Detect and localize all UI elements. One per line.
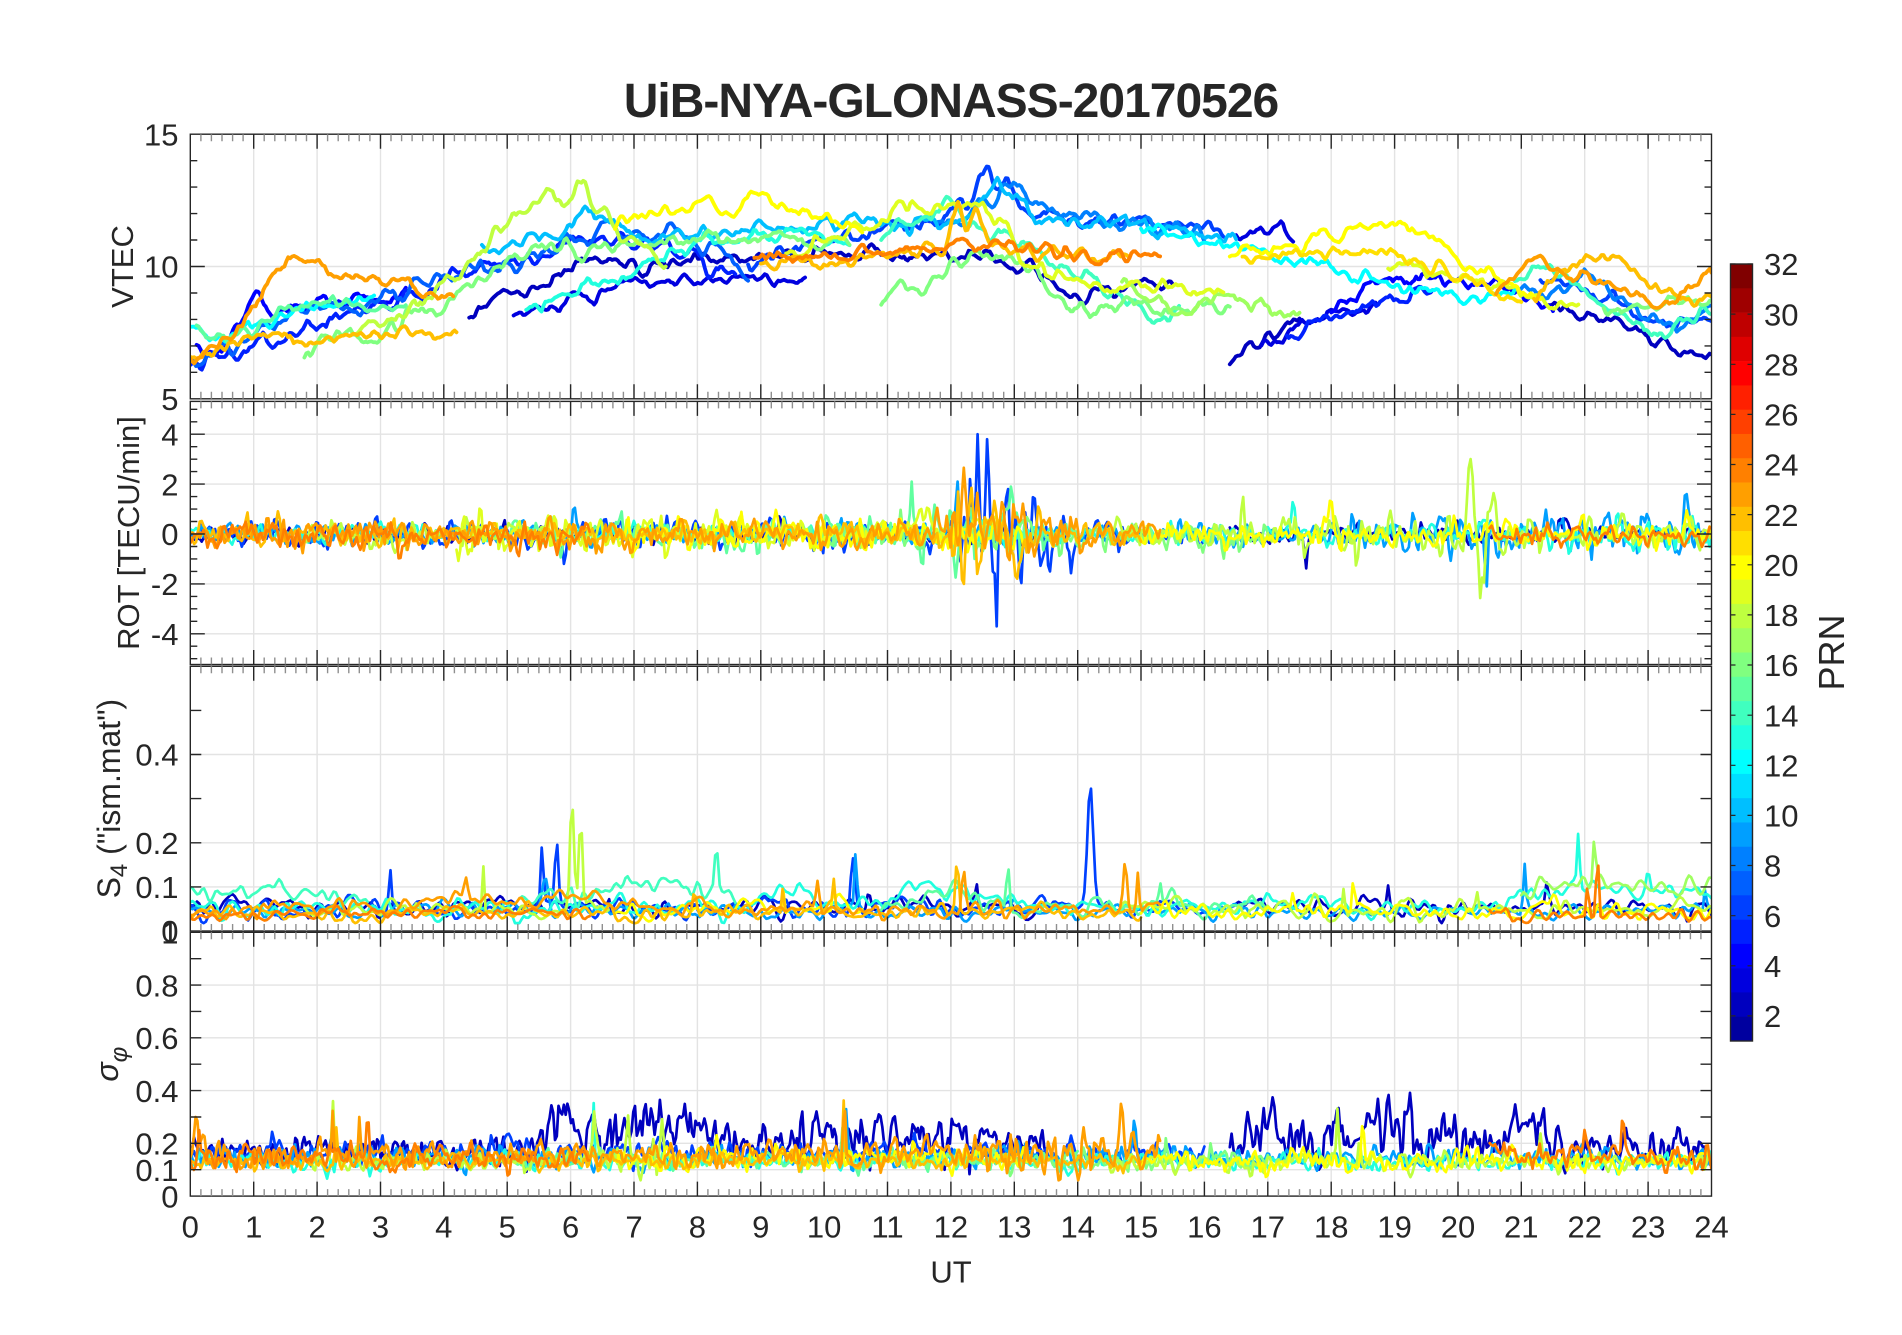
svg-text:12: 12 [934, 1210, 968, 1245]
svg-text:30: 30 [1764, 297, 1798, 332]
svg-text:22: 22 [1567, 1210, 1601, 1245]
svg-text:0: 0 [161, 517, 178, 552]
svg-text:0: 0 [161, 1179, 178, 1214]
svg-text:16: 16 [1764, 648, 1798, 683]
svg-text:20: 20 [1764, 548, 1798, 583]
svg-text:0: 0 [161, 914, 178, 949]
svg-text:26: 26 [1764, 398, 1798, 433]
svg-text:ROT [TECU/min]: ROT [TECU/min] [111, 416, 146, 650]
svg-text:UT: UT [930, 1255, 971, 1290]
svg-text:21: 21 [1504, 1210, 1538, 1245]
svg-text:18: 18 [1314, 1210, 1348, 1245]
svg-text:13: 13 [997, 1210, 1031, 1245]
svg-text:14: 14 [1764, 698, 1798, 733]
svg-text:24: 24 [1764, 448, 1798, 483]
svg-text:1: 1 [161, 916, 178, 951]
svg-text:PRN: PRN [1811, 614, 1852, 690]
svg-text:22: 22 [1764, 498, 1798, 533]
svg-text:16: 16 [1187, 1210, 1221, 1245]
svg-text:-2: -2 [151, 567, 179, 602]
svg-text:4: 4 [161, 417, 178, 452]
svg-text:7: 7 [625, 1210, 642, 1245]
svg-text:32: 32 [1764, 247, 1798, 282]
svg-text:15: 15 [144, 117, 178, 152]
svg-text:11: 11 [871, 1210, 903, 1245]
svg-text:28: 28 [1764, 348, 1798, 383]
svg-text:5: 5 [161, 382, 178, 417]
svg-text:4: 4 [1764, 949, 1781, 984]
svg-text:0.1: 0.1 [135, 870, 178, 905]
svg-text:18: 18 [1764, 598, 1798, 633]
svg-text:24: 24 [1694, 1210, 1728, 1245]
svg-text:8: 8 [689, 1210, 706, 1245]
svg-text:UiB-NYA-GLONASS-20170526: UiB-NYA-GLONASS-20170526 [624, 75, 1278, 128]
svg-text:0.1: 0.1 [135, 1153, 178, 1188]
svg-text:12: 12 [1764, 749, 1798, 784]
svg-text:8: 8 [1764, 849, 1781, 884]
svg-text:10: 10 [807, 1210, 841, 1245]
svg-text:1: 1 [245, 1210, 262, 1245]
svg-text:0.2: 0.2 [135, 1127, 178, 1162]
svg-text:10: 10 [144, 250, 178, 285]
svg-text:4: 4 [435, 1210, 452, 1245]
svg-text:0.4: 0.4 [135, 1074, 178, 1109]
svg-text:9: 9 [752, 1210, 769, 1245]
svg-text:0.6: 0.6 [135, 1021, 178, 1056]
svg-text:0.2: 0.2 [135, 826, 178, 861]
svg-text:20: 20 [1441, 1210, 1475, 1245]
svg-text:19: 19 [1377, 1210, 1411, 1245]
svg-text:17: 17 [1251, 1210, 1285, 1245]
svg-text:15: 15 [1124, 1210, 1158, 1245]
svg-text:6: 6 [562, 1210, 579, 1245]
svg-text:2: 2 [308, 1210, 325, 1245]
svg-text:14: 14 [1060, 1210, 1094, 1245]
svg-text:0: 0 [182, 1210, 199, 1245]
svg-text:0.4: 0.4 [135, 738, 178, 773]
svg-text:23: 23 [1631, 1210, 1665, 1245]
svg-text:5: 5 [499, 1210, 516, 1245]
svg-text:0.8: 0.8 [135, 968, 178, 1003]
svg-text:-4: -4 [151, 617, 179, 652]
svg-text:10: 10 [1764, 799, 1798, 834]
svg-text:2: 2 [1764, 999, 1781, 1034]
svg-text:3: 3 [372, 1210, 389, 1245]
svg-text:2: 2 [161, 467, 178, 502]
svg-text:6: 6 [1764, 899, 1781, 934]
svg-text:VTEC: VTEC [105, 225, 140, 308]
